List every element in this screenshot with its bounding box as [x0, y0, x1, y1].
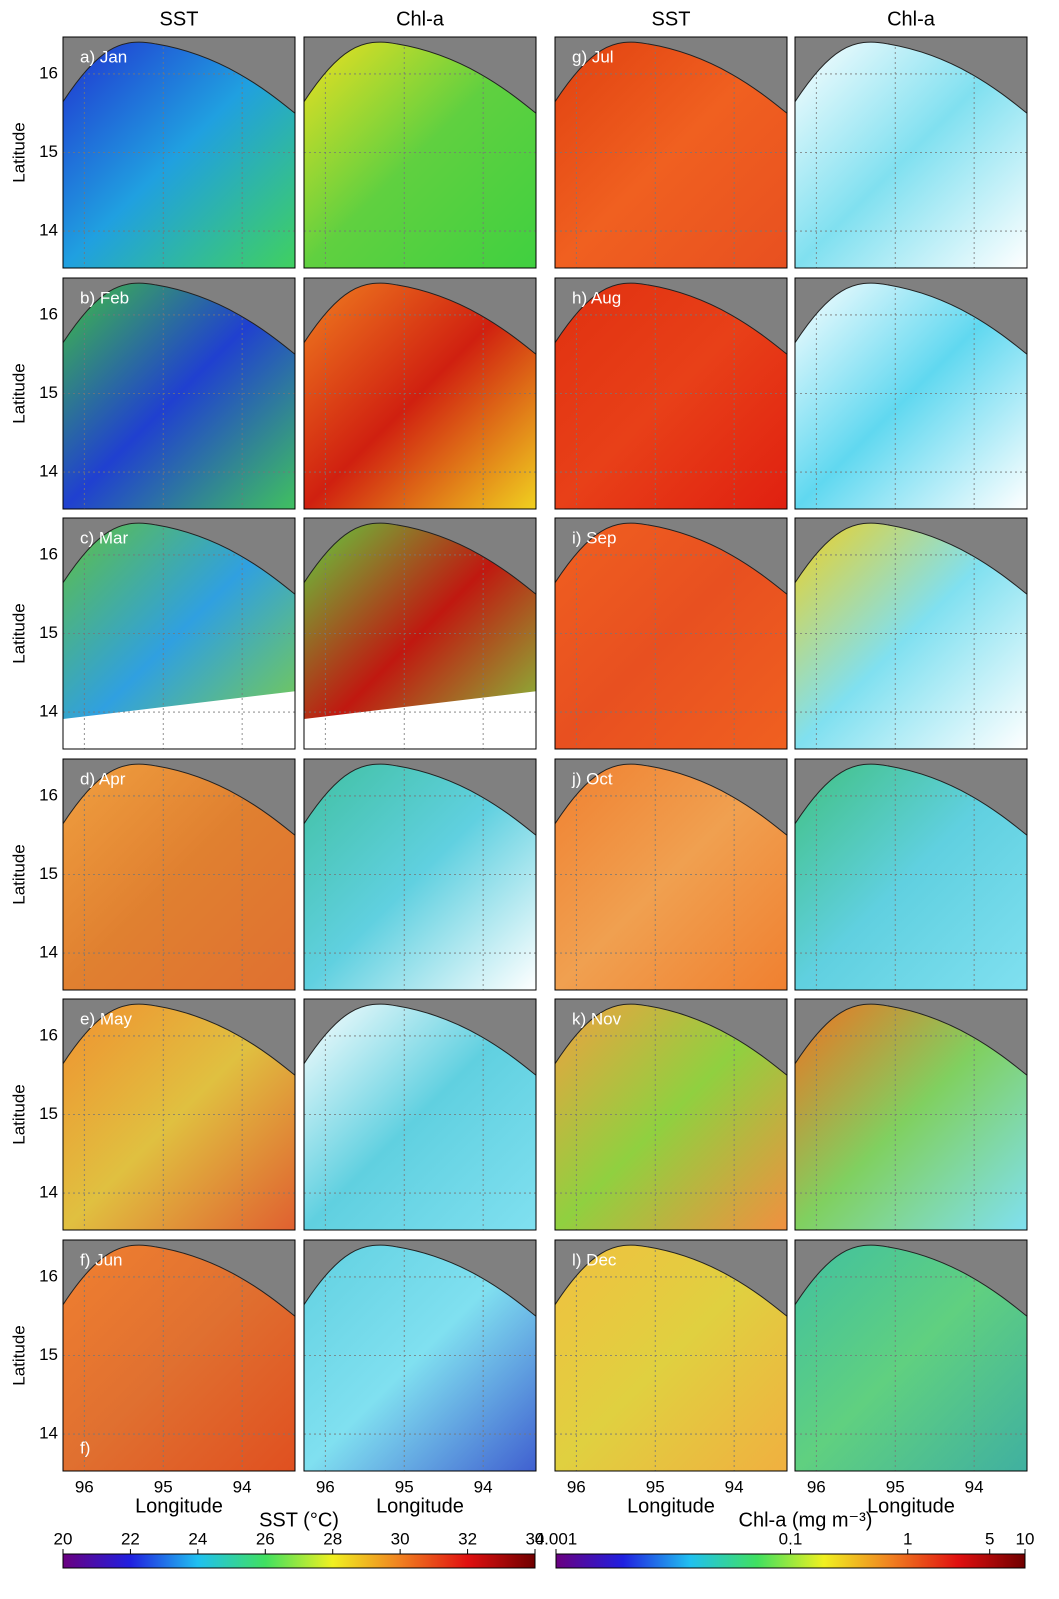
colorbar-tick-label: 1: [903, 1529, 912, 1548]
map-panel: [555, 518, 787, 749]
colorbar-tick-label: 5: [985, 1529, 994, 1548]
map-panel: [63, 278, 295, 509]
map-panel: [304, 1240, 536, 1471]
panel-label: k) Nov: [572, 1009, 622, 1028]
x-tick-label: 96: [75, 1477, 94, 1496]
column-title: Chl-a: [396, 8, 445, 30]
y-tick-label: 16: [39, 304, 58, 323]
colorbar-tick-label: 0.1: [779, 1529, 803, 1548]
map-panel: [555, 278, 787, 509]
map-panel: [795, 999, 1027, 1230]
y-tick-label: 14: [39, 1183, 58, 1202]
colorbar-tick-label: 30: [391, 1529, 410, 1548]
panel-label: e) May: [80, 1009, 132, 1028]
x-tick-label: 95: [886, 1477, 905, 1496]
colorbar-tick-label: 32: [458, 1529, 477, 1548]
y-axis-label: Latitude: [9, 603, 28, 664]
panel-label: c) Mar: [80, 528, 129, 547]
map-panel: [795, 278, 1027, 509]
map-panel: [304, 37, 536, 268]
colorbar-tick-label: 20: [54, 1529, 73, 1548]
y-axis-label: Latitude: [9, 363, 28, 424]
panel-label: a) Jan: [80, 47, 127, 66]
map-panel: [304, 759, 536, 990]
map-panel: [63, 1240, 295, 1471]
map-panel: [795, 1240, 1027, 1471]
colorbar: [63, 1554, 535, 1568]
panel-label: j) Oct: [571, 769, 613, 788]
panel-label: l) Dec: [572, 1250, 617, 1269]
colorbar-title: SST (°C): [259, 1509, 339, 1531]
y-tick-label: 14: [39, 1424, 58, 1443]
x-axis-label: Longitude: [627, 1495, 715, 1517]
panel-note: f): [80, 1438, 90, 1457]
panel-label: d) Apr: [80, 769, 126, 788]
colorbar-tick-label: 10: [1016, 1529, 1035, 1548]
x-tick-label: 95: [646, 1477, 665, 1496]
y-tick-label: 16: [39, 63, 58, 82]
x-axis-label: Longitude: [376, 1495, 464, 1517]
y-tick-label: 14: [39, 221, 58, 240]
y-tick-label: 16: [39, 1025, 58, 1044]
panel-label: i) Sep: [572, 528, 616, 547]
colorbar-title: Chl-a (mg m⁻³): [739, 1509, 873, 1531]
y-tick-label: 15: [39, 1345, 58, 1364]
y-tick-label: 15: [39, 623, 58, 642]
figure: SSTChl-aSSTChl-a141516Latitudea) Jang) J…: [0, 0, 1059, 1599]
x-tick-label: 95: [395, 1477, 414, 1496]
x-axis-label: Longitude: [135, 1495, 223, 1517]
colorbar-tick-label: 28: [323, 1529, 342, 1548]
colorbar-tick-label: 26: [256, 1529, 275, 1548]
map-panel: [795, 37, 1027, 268]
map-panel: [555, 999, 787, 1230]
column-title: Chl-a: [887, 8, 936, 30]
y-tick-label: 14: [39, 702, 58, 721]
map-panel: [555, 37, 787, 268]
column-title: SST: [652, 8, 691, 30]
panel-label: b) Feb: [80, 288, 129, 307]
y-tick-label: 16: [39, 1266, 58, 1285]
x-tick-label: 96: [567, 1477, 586, 1496]
map-panel: [63, 37, 295, 268]
colorbar-tick-label: 22: [121, 1529, 140, 1548]
map-panel: [555, 1240, 787, 1471]
map-panel: [555, 759, 787, 990]
map-panel: [304, 278, 536, 509]
y-tick-label: 14: [39, 943, 58, 962]
x-tick-label: 94: [725, 1477, 744, 1496]
x-tick-label: 96: [807, 1477, 826, 1496]
y-tick-label: 15: [39, 383, 58, 402]
y-axis-label: Latitude: [9, 1084, 28, 1145]
y-tick-label: 15: [39, 864, 58, 883]
y-axis-label: Latitude: [9, 844, 28, 905]
x-tick-label: 94: [965, 1477, 984, 1496]
column-title: SST: [160, 8, 199, 30]
y-tick-label: 15: [39, 1104, 58, 1123]
map-panel: [304, 999, 536, 1230]
map-panel: [63, 999, 295, 1230]
map-panel: [795, 518, 1027, 749]
x-tick-label: 94: [474, 1477, 493, 1496]
y-axis-label: Latitude: [9, 122, 28, 183]
y-tick-label: 16: [39, 785, 58, 804]
map-panel: [63, 759, 295, 990]
map-panel: [304, 518, 536, 749]
panel-label: f) Jun: [80, 1250, 123, 1269]
panel-label: g) Jul: [572, 47, 614, 66]
y-tick-label: 14: [39, 462, 58, 481]
y-tick-label: 16: [39, 544, 58, 563]
map-panel: [795, 759, 1027, 990]
x-tick-label: 94: [233, 1477, 252, 1496]
colorbar-tick-label: 24: [188, 1529, 207, 1548]
x-tick-label: 96: [316, 1477, 335, 1496]
y-tick-label: 15: [39, 142, 58, 161]
map-panel: [63, 518, 295, 749]
y-axis-label: Latitude: [9, 1325, 28, 1386]
x-axis-label: Longitude: [867, 1495, 955, 1517]
colorbar: [556, 1554, 1025, 1568]
x-tick-label: 95: [154, 1477, 173, 1496]
colorbar-tick-label: 0.001: [535, 1529, 578, 1548]
panel-label: h) Aug: [572, 288, 621, 307]
